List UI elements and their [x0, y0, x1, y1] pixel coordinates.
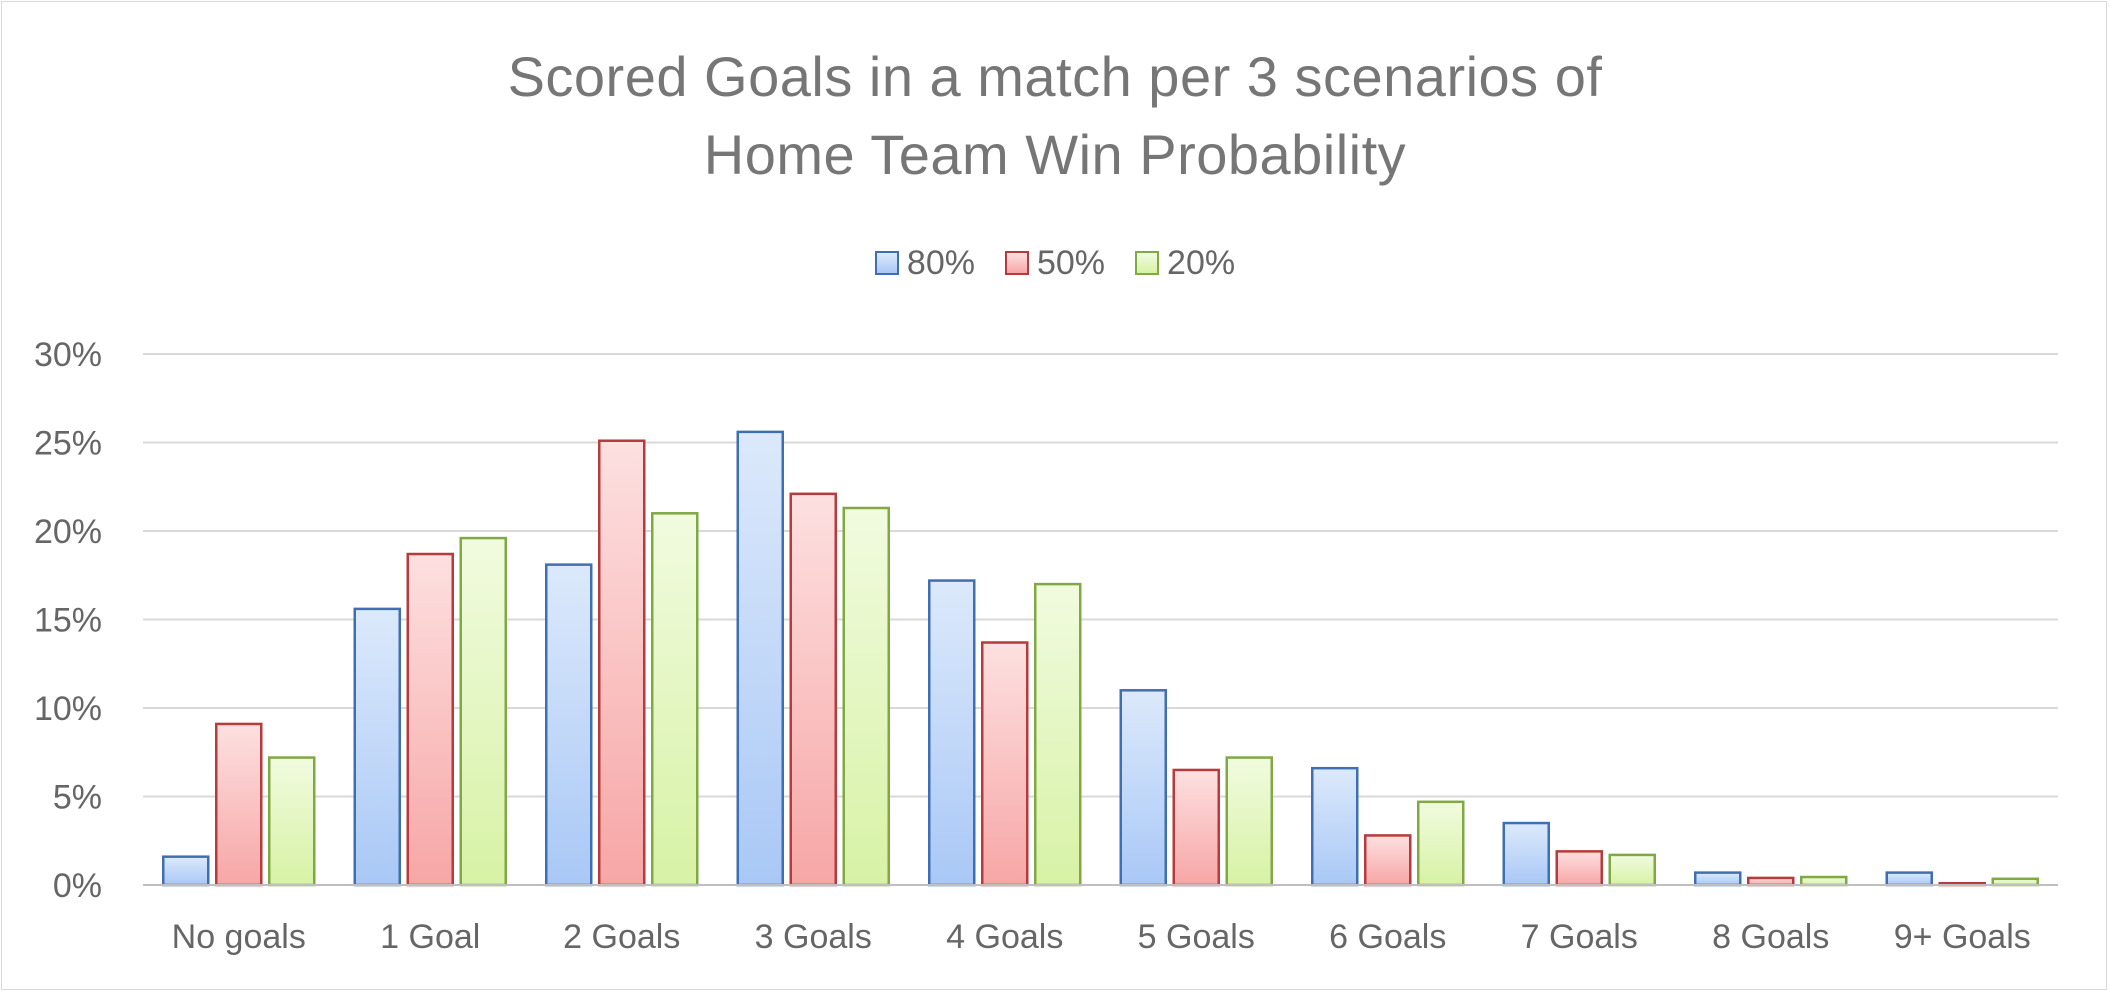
bar	[842, 506, 890, 887]
bar	[1172, 768, 1220, 887]
bar	[789, 492, 837, 887]
y-tick-label: 20%	[34, 513, 102, 551]
bar	[268, 756, 316, 887]
y-tick-label: 10%	[34, 690, 102, 728]
chart-title: Scored Goals in a match per 3 scenarios …	[0, 38, 2110, 194]
bar	[1694, 871, 1742, 887]
bar	[353, 607, 401, 887]
bar	[1119, 689, 1167, 887]
bar	[1885, 871, 1933, 887]
x-tick-label: 3 Goals	[755, 918, 872, 956]
x-tick-label: 7 Goals	[1521, 918, 1638, 956]
bar	[981, 641, 1029, 887]
legend-swatch-series-1	[874, 251, 899, 275]
bar	[1034, 582, 1082, 887]
bar	[1800, 875, 1848, 887]
bar	[1225, 756, 1273, 887]
bar	[1502, 821, 1550, 887]
legend-label-series-2: 50%	[1036, 244, 1106, 282]
bar	[1417, 800, 1465, 887]
bar	[1311, 766, 1359, 887]
y-tick-label: 25%	[34, 425, 102, 463]
bar	[1555, 850, 1603, 887]
bar	[928, 579, 976, 887]
y-tick-label: 15%	[34, 602, 102, 640]
bar	[406, 552, 454, 887]
bar	[545, 563, 593, 887]
x-tick-label: 2 Goals	[563, 918, 680, 956]
bar	[736, 430, 784, 887]
legend-label-series-1: 80%	[906, 244, 975, 282]
legend-item-series-3[interactable]: 20%	[1135, 238, 1235, 288]
chart-legend: 80% 50% 20%	[0, 238, 2110, 288]
y-axis-tick-labels: 0% 5% 10% 15% 20% 25% 30%	[34, 336, 102, 905]
x-tick-label: 5 Goals	[1138, 918, 1255, 956]
legend-swatch-series-2	[1004, 251, 1029, 275]
x-tick-label: 6 Goals	[1329, 918, 1446, 956]
y-tick-label: 0%	[53, 867, 102, 905]
bar	[459, 536, 507, 887]
bar	[1364, 834, 1412, 887]
y-tick-label: 30%	[34, 336, 102, 374]
bars	[162, 430, 2039, 887]
x-tick-label: 1 Goal	[380, 918, 480, 956]
x-tick-label: 9+ Goals	[1894, 918, 2031, 956]
bar	[598, 439, 646, 887]
bar	[1608, 853, 1656, 887]
legend-swatch-series-3	[1135, 251, 1160, 275]
x-axis-tick-labels: No goals 1 Goal 2 Goals 3 Goals 4 Goals 5 Goa…	[172, 918, 2031, 956]
y-tick-label: 5%	[53, 779, 102, 817]
x-tick-label: 4 Goals	[946, 918, 1063, 956]
bar	[1747, 876, 1795, 887]
bar	[162, 855, 210, 887]
legend-item-series-2[interactable]: 50%	[1004, 238, 1106, 288]
x-tick-label: No goals	[172, 918, 306, 956]
x-tick-label: 8 Goals	[1712, 918, 1829, 956]
legend-item-series-1[interactable]: 80%	[874, 238, 975, 288]
bar	[651, 512, 699, 887]
chart-title-line-2: Home Team Win Probability	[703, 123, 1407, 186]
bar	[215, 722, 263, 887]
chart-title-line-1: Scored Goals in a match per 3 scenarios …	[507, 45, 1603, 108]
legend-label-series-3: 20%	[1167, 244, 1236, 282]
